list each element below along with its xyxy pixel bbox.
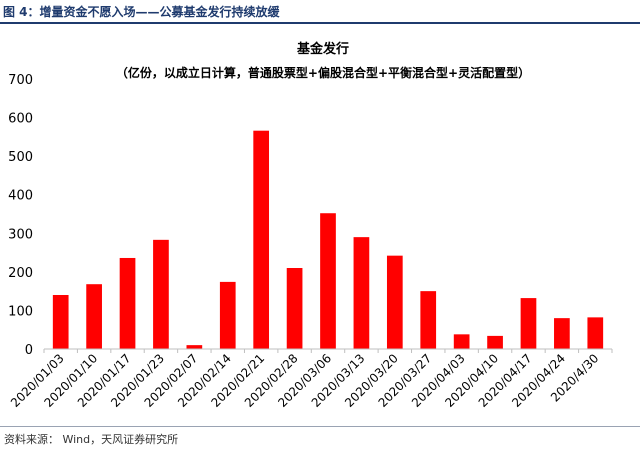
figure-title-rule — [0, 22, 640, 24]
bar — [520, 298, 537, 349]
bar — [52, 295, 69, 349]
y-tick-label: 100 — [8, 304, 33, 319]
bar — [487, 335, 503, 349]
bar-chart: 基金发行 （亿份，以成立日计算，普通股票型+偏股混合型+平衡混合型+灵活配置型）… — [8, 41, 613, 410]
y-tick-label: 300 — [8, 227, 33, 242]
y-tick-label: 0 — [25, 343, 33, 358]
bar — [554, 318, 570, 349]
x-axis: 2020/01/032020/01/102020/01/172020/01/23… — [8, 348, 613, 410]
bar — [153, 239, 169, 349]
bar — [186, 345, 203, 349]
bar — [320, 213, 336, 349]
source-note: 资料来源： Wind，天风证券研究所 — [4, 433, 179, 446]
figure-header: 图 4：增量资金不愿入场——公募基金发行持续放缓 — [0, 0, 640, 24]
source-rule — [0, 426, 640, 427]
y-tick-label: 500 — [8, 150, 33, 165]
y-tick-label: 400 — [8, 189, 33, 204]
bar — [587, 317, 604, 349]
bar — [286, 268, 303, 349]
y-tick-label: 200 — [8, 266, 33, 281]
y-tick-label: 600 — [8, 112, 33, 127]
bars — [52, 130, 604, 349]
bar — [253, 130, 270, 349]
bar — [386, 255, 403, 349]
bar — [420, 291, 437, 349]
figure-title: 图 4：增量资金不愿入场——公募基金发行持续放缓 — [3, 5, 280, 19]
bar — [219, 281, 236, 349]
chart-area: 基金发行 （亿份，以成立日计算，普通股票型+偏股混合型+平衡混合型+灵活配置型）… — [0, 26, 640, 424]
bar — [119, 257, 136, 349]
bar — [453, 334, 470, 349]
bar — [86, 284, 102, 349]
bar — [353, 237, 370, 349]
y-tick-label: 700 — [8, 73, 33, 88]
chart-title: 基金发行 — [296, 41, 349, 57]
chart-subtitle: （亿份，以成立日计算，普通股票型+偏股混合型+平衡混合型+灵活配置型） — [116, 65, 530, 80]
y-axis: 0 100 200 300 400 500 600 700 — [8, 73, 33, 358]
